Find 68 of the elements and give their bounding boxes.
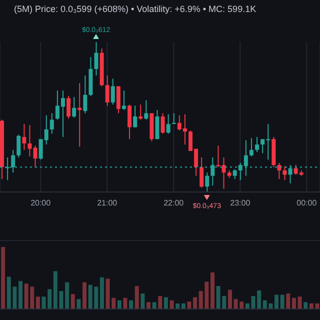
bar [158, 296, 162, 309]
x-tick-label: 00:00 [296, 198, 318, 208]
candlestick [72, 96, 76, 118]
bar [146, 302, 150, 309]
bar [257, 290, 262, 309]
candlestick [133, 105, 138, 128]
bar [228, 290, 232, 309]
bar [117, 300, 122, 309]
candlestick [16, 134, 21, 158]
candlestick [155, 109, 160, 140]
bar [274, 294, 278, 309]
bar [187, 302, 192, 309]
candlestick [282, 166, 287, 181]
x-tick-label: 23:00 [230, 198, 251, 208]
candlestick [216, 145, 220, 168]
bar [100, 277, 104, 309]
bar [164, 297, 168, 309]
candlestick [277, 162, 282, 180]
bar [304, 302, 308, 309]
bar [176, 303, 180, 309]
candlestick [110, 78, 115, 106]
bar [170, 300, 174, 309]
candlestick [249, 138, 254, 157]
bar [292, 298, 296, 309]
candlestick [166, 114, 170, 134]
candlestick [122, 90, 126, 110]
candlestick [105, 74, 110, 106]
bar [36, 296, 40, 309]
candlestick [94, 42, 98, 76]
candlestick [144, 100, 148, 120]
candlestick [116, 86, 120, 114]
bar [134, 286, 139, 309]
bar [82, 282, 86, 309]
candlestick [50, 112, 54, 134]
bar [140, 294, 145, 309]
candlestick [172, 112, 176, 125]
bar [193, 297, 198, 309]
candlestick [128, 104, 132, 140]
candlestick [138, 104, 143, 120]
candlestick [200, 156, 204, 188]
bar [123, 298, 128, 309]
bar [152, 302, 156, 309]
bar [298, 296, 302, 309]
bar [65, 282, 70, 309]
bar [70, 294, 75, 309]
bar [280, 294, 284, 309]
candlestick [232, 168, 237, 180]
candlestick [78, 82, 82, 148]
bar [76, 299, 81, 309]
candlestick [22, 124, 26, 150]
bar [1, 247, 6, 309]
candlestick [83, 74, 88, 114]
candlestick [33, 145, 38, 168]
bar [286, 294, 290, 309]
x-tick-label: 21:00 [97, 198, 118, 208]
bar [210, 272, 214, 309]
bar [18, 281, 22, 309]
candlestick [222, 156, 226, 190]
chart-title: (5M) Price: 0.0₃599 (+608%) • Volatility: +6.9% • MC: 599.1K [13, 3, 258, 16]
x-tick-label: 20:00 [30, 198, 52, 208]
candlestick [160, 112, 165, 134]
candlestick [66, 95, 71, 120]
candlestick [255, 136, 260, 153]
bar [129, 300, 134, 309]
x-tick-label: 22:00 [164, 198, 184, 208]
candlestick [205, 172, 210, 192]
bar [181, 303, 186, 309]
candlestick [28, 124, 32, 157]
